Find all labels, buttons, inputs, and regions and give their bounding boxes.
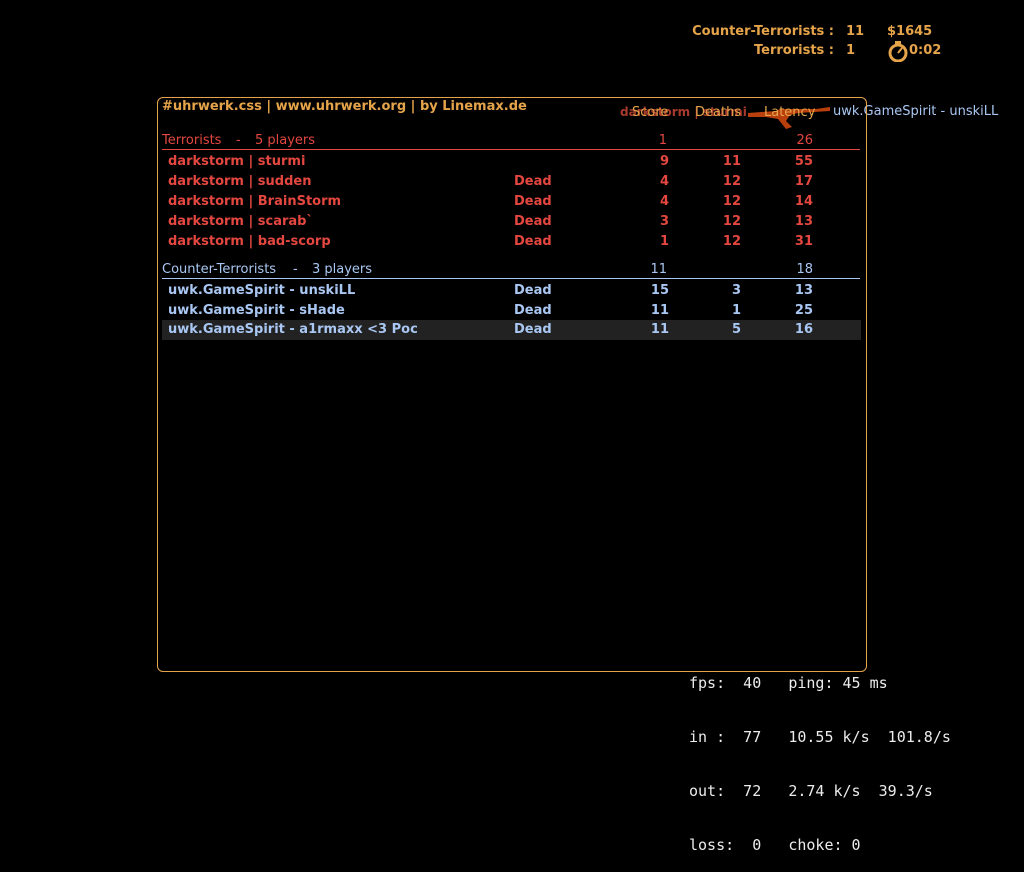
player-status: Dead — [514, 214, 552, 229]
player-name: darkstorm | sturmi — [168, 154, 306, 169]
team-latency: 26 — [796, 133, 813, 148]
player-score: 11 — [650, 303, 669, 318]
netgraph: fps: 40 ping: 45 ms in : 77 10.55 k/s 10… — [689, 638, 951, 872]
column-header-latency: Latency — [764, 105, 816, 120]
netgraph-out: out: 72 2.74 k/s 39.3/s — [689, 782, 933, 800]
player-name: darkstorm | scarab` — [168, 214, 313, 229]
column-header-deaths: Deaths — [695, 105, 742, 120]
player-deaths: 3 — [731, 283, 741, 298]
player-latency: 55 — [794, 154, 813, 169]
netgraph-in: in : 77 10.55 k/s 101.8/s — [689, 728, 951, 746]
team-score: 11 — [650, 262, 667, 277]
player-score: 3 — [659, 214, 669, 229]
player-score: 15 — [650, 283, 669, 298]
player-deaths: 5 — [731, 322, 741, 337]
player-name: darkstorm | BrainStorm — [168, 194, 342, 209]
player-deaths: 12 — [722, 174, 741, 189]
t-score-value: 1 — [846, 43, 856, 58]
player-status: Dead — [514, 283, 552, 298]
ct-score-label: Counter-Terrorists : — [692, 24, 834, 39]
team-separator: - — [236, 133, 241, 148]
player-status: Dead — [514, 234, 552, 249]
round-timer: 0:02 — [909, 43, 942, 58]
player-status: Dead — [514, 194, 552, 209]
money-value: $1645 — [887, 24, 933, 39]
scoreboard-panel — [157, 97, 867, 672]
team-player-count: 3 players — [312, 262, 373, 277]
server-name: #uhrwerk.css | www.uhrwerk.org | by Line… — [162, 99, 527, 114]
team-name: Counter-Terrorists — [162, 262, 277, 277]
player-latency: 25 — [794, 303, 813, 318]
player-row: uwk.GameSpirit - unskiLL Dead 15 3 13 — [162, 282, 861, 301]
player-status: Dead — [514, 322, 552, 337]
player-status: Dead — [514, 174, 552, 189]
player-row: darkstorm | bad-scorp Dead 1 12 31 — [162, 233, 861, 252]
team-latency: 18 — [796, 262, 813, 277]
player-name: darkstorm | sudden — [168, 174, 312, 189]
player-score: 1 — [659, 234, 669, 249]
player-name: uwk.GameSpirit - a1rmaxx <3 Poc — [168, 322, 418, 337]
player-deaths: 11 — [722, 154, 741, 169]
player-deaths: 12 — [722, 194, 741, 209]
killfeed-killer: darkstorm | sturmi — [620, 105, 747, 119]
killfeed-victim: uwk.GameSpirit - unskiLL — [833, 104, 999, 119]
team-header-terrorists: Terrorists - 5 players 1 26 — [162, 133, 861, 151]
player-name: uwk.GameSpirit - unskiLL — [168, 283, 356, 298]
team-score: 1 — [658, 133, 667, 148]
team-header-counter-terrorists: Counter-Terrorists - 3 players 11 18 — [162, 262, 861, 280]
player-status: Dead — [514, 303, 552, 318]
player-latency: 17 — [794, 174, 813, 189]
player-latency: 14 — [794, 194, 813, 209]
netgraph-loss-choke: loss: 0 choke: 0 — [689, 836, 861, 854]
netgraph-fps-ping: fps: 40 ping: 45 ms — [689, 674, 888, 692]
player-deaths: 12 — [722, 234, 741, 249]
player-score: 4 — [659, 194, 669, 209]
column-header-score: Score — [632, 105, 669, 120]
ak47-icon — [746, 103, 830, 129]
player-score: 11 — [650, 322, 669, 337]
player-latency: 13 — [794, 214, 813, 229]
player-score: 9 — [659, 154, 669, 169]
team-separator: - — [293, 262, 298, 277]
team-divider — [162, 278, 860, 279]
ct-score-value: 11 — [846, 24, 865, 39]
player-score: 4 — [659, 174, 669, 189]
team-score-hud: Counter-Terrorists : 11 Terrorists : 1 $… — [634, 23, 954, 63]
player-latency: 31 — [794, 234, 813, 249]
player-latency: 16 — [794, 322, 813, 337]
player-row: darkstorm | sudden Dead 4 12 17 — [162, 173, 861, 192]
player-row: darkstorm | sturmi 9 11 55 — [162, 153, 861, 172]
player-row: darkstorm | scarab` Dead 3 12 13 — [162, 213, 861, 232]
player-deaths: 12 — [722, 214, 741, 229]
team-name: Terrorists — [162, 133, 222, 148]
player-latency: 13 — [794, 283, 813, 298]
team-divider — [162, 149, 860, 150]
stopwatch-icon — [887, 40, 909, 63]
player-row-highlighted: uwk.GameSpirit - a1rmaxx <3 Poc Dead 11 … — [162, 320, 861, 340]
player-name: darkstorm | bad-scorp — [168, 234, 331, 249]
player-name: uwk.GameSpirit - sHade — [168, 303, 345, 318]
player-deaths: 1 — [731, 303, 741, 318]
killfeed-entry: darkstorm | sturmi uwk.GameSpirit - unsk… — [618, 103, 1018, 129]
team-player-count: 5 players — [255, 133, 316, 148]
t-score-label: Terrorists : — [754, 43, 834, 58]
player-row: darkstorm | BrainStorm Dead 4 12 14 — [162, 193, 861, 212]
player-row: uwk.GameSpirit - sHade Dead 11 1 25 — [162, 302, 861, 321]
